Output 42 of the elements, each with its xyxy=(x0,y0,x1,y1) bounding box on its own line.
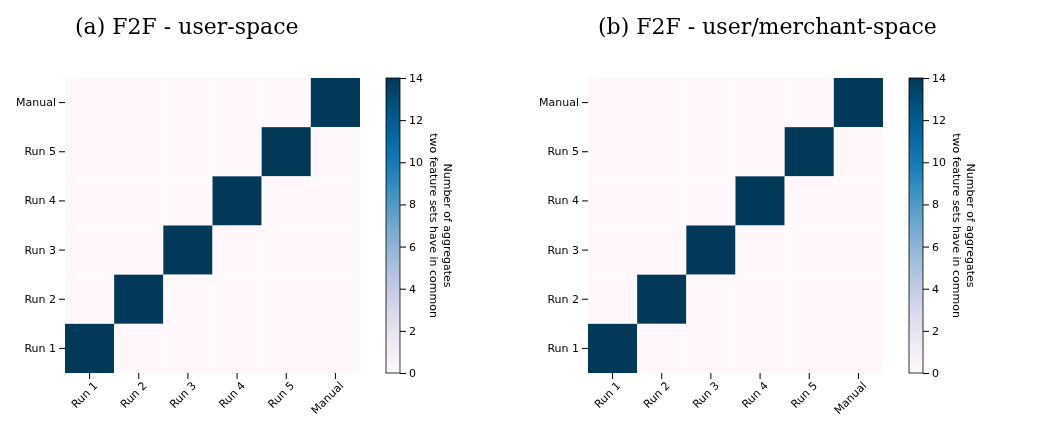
chart-title: (a) F2F - user-space xyxy=(75,14,299,39)
y-tick-label: Run 3 xyxy=(24,243,56,257)
color-bar-label: 14 xyxy=(409,72,423,86)
x-tick-label: Run 1 xyxy=(591,379,624,411)
color-bar-title: Number of aggregates two feature sets have in common xyxy=(427,133,454,318)
color-bar-label: 2 xyxy=(932,324,939,338)
color-bar-label: 4 xyxy=(409,282,416,296)
y-tick-label: Run 2 xyxy=(24,292,56,306)
y-tick-label: Run 4 xyxy=(24,194,56,208)
x-tick-label: Run 2 xyxy=(118,379,150,411)
x-tick-label: Run 3 xyxy=(167,379,199,411)
y-tick-label: Run 5 xyxy=(547,145,579,159)
y-tick-label: Run 3 xyxy=(547,243,579,257)
x-tick-label: Run 2 xyxy=(641,379,673,411)
color-bar-label: 8 xyxy=(409,198,416,212)
chart-title: (b) F2F - user/merchant-space xyxy=(598,14,937,39)
color-bar-label: 6 xyxy=(409,240,416,254)
x-tick-label: Run 5 xyxy=(788,379,821,411)
color-bar-label: 6 xyxy=(932,240,939,254)
color-bar-label: 0 xyxy=(932,367,939,381)
x-tick-label: Run 4 xyxy=(739,379,771,411)
color-bar-label: 8 xyxy=(932,198,939,212)
color-bar-title: Number of aggregates two feature sets have in common xyxy=(950,133,977,318)
y-tick-label: Manual xyxy=(539,96,579,110)
color-bar-label: 12 xyxy=(932,114,946,128)
y-tick-label: Run 4 xyxy=(547,194,579,208)
y-tick-label: Run 5 xyxy=(24,145,56,159)
color-bar-label: 10 xyxy=(409,156,423,170)
x-tick-label: Run 4 xyxy=(216,379,248,411)
x-tick-label: Run 5 xyxy=(265,379,298,411)
color-bar-label: 14 xyxy=(932,72,946,86)
y-tick-label: Run 2 xyxy=(547,292,579,306)
x-tick-label: Run 3 xyxy=(690,379,722,411)
y-tick-label: Manual xyxy=(16,96,56,110)
color-bar-label: 2 xyxy=(409,324,416,338)
color-bar-label: 10 xyxy=(932,156,946,170)
color-bar-label: 4 xyxy=(932,282,939,296)
y-tick-label: Run 1 xyxy=(24,341,56,355)
color-bar-label: 0 xyxy=(409,367,416,381)
color-bar-label: 12 xyxy=(409,114,423,128)
x-tick-label: Run 1 xyxy=(68,379,101,411)
y-tick-label: Run 1 xyxy=(547,341,579,355)
